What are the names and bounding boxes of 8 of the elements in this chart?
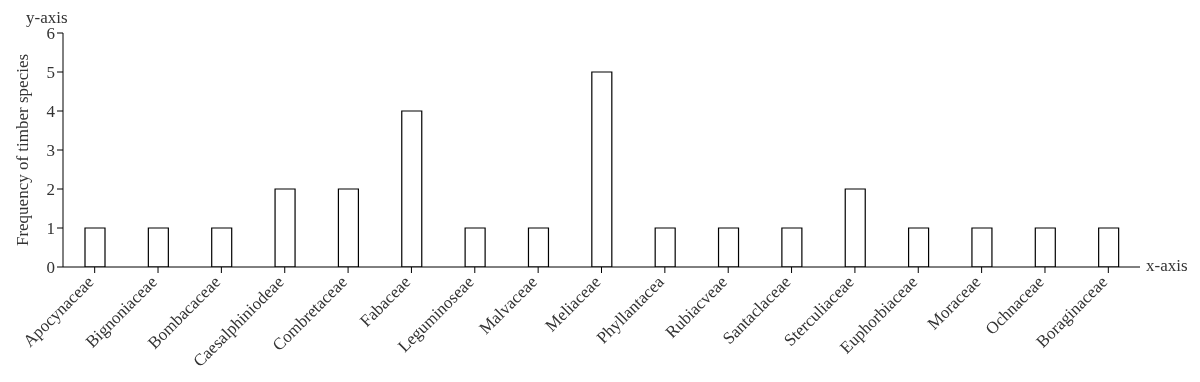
y-tick-label: 3 [46,141,55,161]
y-tick-label: 0 [46,258,55,278]
y-tick-label: 2 [46,180,55,200]
y-tick-label: 1 [46,219,55,239]
y-axis-title: Frequency of timber species [13,53,33,247]
y-tick-label: 4 [46,102,56,122]
y-tick-label: 5 [46,63,55,83]
x-axis-title: x-axis [1146,256,1188,276]
